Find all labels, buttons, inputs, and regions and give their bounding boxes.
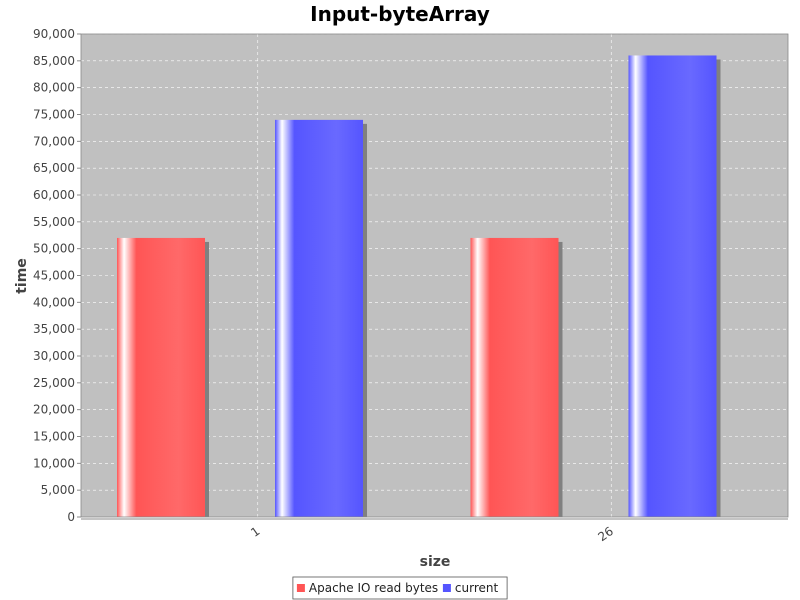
plot-border <box>80 33 789 518</box>
y-tick-label: 0 <box>67 510 75 524</box>
y-tick-label: 25,000 <box>33 376 75 390</box>
bar-current-1 <box>275 119 363 517</box>
y-tick-label: 20,000 <box>33 403 75 417</box>
chart-title: Input-byteArray <box>310 2 490 26</box>
y-tick-label: 85,000 <box>33 54 75 68</box>
x-tick-label: 1 <box>248 524 262 540</box>
y-tick-label: 60,000 <box>33 188 75 202</box>
x-tick-label: 26 <box>595 524 616 544</box>
y-tick-label: 80,000 <box>33 81 75 95</box>
legend-swatch <box>442 584 451 592</box>
bar-current-26 <box>628 55 717 517</box>
y-tick-label: 70,000 <box>33 134 75 148</box>
legend-swatch <box>296 584 305 592</box>
bar-apache-io-read-bytes-1 <box>117 237 205 517</box>
y-tick-label: 15,000 <box>33 430 75 444</box>
y-tick-label: 5,000 <box>41 483 75 497</box>
y-tick-label: 40,000 <box>33 295 75 309</box>
x-axis-label: size <box>420 554 451 570</box>
y-tick-label: 30,000 <box>33 349 75 363</box>
legend-box <box>292 576 508 600</box>
legend: Apache IO read bytes current <box>292 576 508 600</box>
y-tick-label: 90,000 <box>33 27 75 41</box>
y-axis-label: time <box>14 258 30 294</box>
y-tick-label: 55,000 <box>33 215 75 229</box>
legend-label: current <box>455 581 499 595</box>
bar-apache-io-read-bytes-26 <box>470 237 559 517</box>
y-tick-label: 75,000 <box>33 108 75 122</box>
y-tick-label: 35,000 <box>33 322 75 336</box>
y-tick-label: 45,000 <box>33 269 75 283</box>
legend-label: Apache IO read bytes <box>309 581 438 595</box>
y-tick-label: 65,000 <box>33 161 75 175</box>
plot-area: 0 5,000 10,000 15,000 20,000 25,000 30,000 35,0… <box>33 27 789 544</box>
y-tick-label: 10,000 <box>33 456 75 470</box>
y-tick-label: 50,000 <box>33 242 75 256</box>
